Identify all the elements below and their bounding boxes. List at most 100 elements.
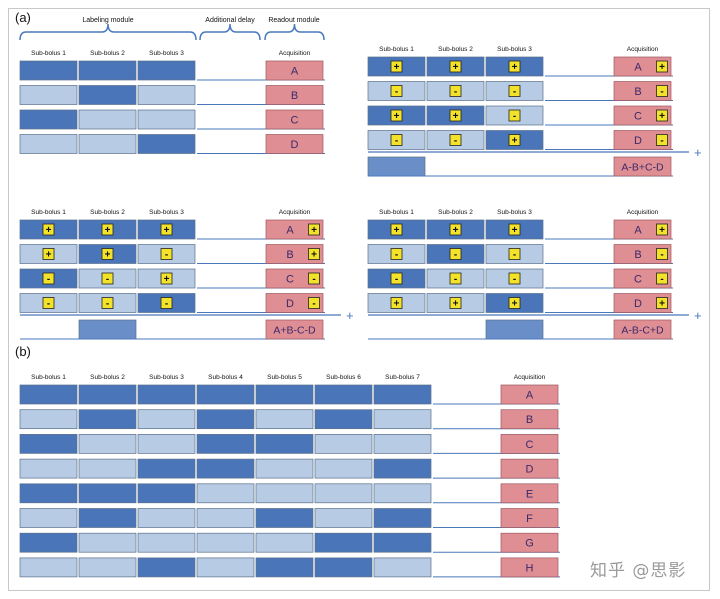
- q4-cell-sign: +: [512, 299, 518, 310]
- b-sub-bolus-cell: [78, 458, 137, 479]
- q4-sub-bolus-header: Sub-bolus 2: [438, 209, 473, 216]
- q3-cell-sign: -: [47, 274, 50, 285]
- q1-acquisition-cell: [265, 60, 324, 81]
- q1-sub-bolus-cell: [78, 85, 137, 105]
- b-sub-bolus-cell: [137, 434, 196, 454]
- q4-cell-box: [508, 297, 521, 309]
- b-sub-bolus-header: Sub-bolus 2: [90, 374, 125, 381]
- q3-cell-sign: +: [105, 250, 111, 261]
- q3-cell-box: [160, 272, 173, 285]
- q2-cell-box: [508, 109, 521, 122]
- q3-acq-sign: -: [312, 299, 315, 310]
- b-sub-bolus-cell: [373, 409, 432, 430]
- q3-acq-box: [308, 248, 320, 260]
- b-sub-bolus-cell: [78, 508, 137, 528]
- b-sub-bolus-cell: [196, 557, 255, 578]
- q4-cell-sign: +: [394, 225, 400, 236]
- q2-acquisition-letter: C: [634, 111, 642, 123]
- q2-acquisition-letter: D: [634, 135, 642, 147]
- q3-acquisition-letter: D: [286, 298, 294, 310]
- b-acquisition-letter: C: [526, 439, 534, 451]
- b-acquisition-letter: E: [526, 488, 533, 500]
- q3-cell-sign: +: [46, 225, 52, 236]
- b-sub-bolus-cell: [314, 409, 373, 430]
- q2-acq-box: [656, 60, 668, 73]
- b-sub-bolus-cell: [255, 409, 314, 430]
- q2-cell-sign: +: [512, 136, 518, 147]
- q4-combo-cell: [485, 319, 544, 340]
- q2-combo-cell: [367, 156, 426, 177]
- q4-acq-sign: +: [659, 299, 665, 310]
- q2-cell-sign: -: [454, 136, 457, 147]
- b-sub-bolus-cell: [373, 557, 432, 578]
- q2-sub-bolus-header: Sub-bolus 2: [438, 46, 473, 53]
- q3-acq-box: [308, 223, 320, 236]
- q2-cell-sign: -: [395, 136, 398, 147]
- labeling-module-brace: [19, 23, 197, 41]
- b-sub-bolus-cell: [137, 532, 196, 553]
- watermark: 知乎 @思影: [590, 561, 687, 581]
- q3-combo-cell: [78, 319, 137, 340]
- b-sub-bolus-header: Sub-bolus 7: [385, 374, 420, 381]
- b-sub-bolus-cell: [314, 483, 373, 504]
- q1-sub-bolus-header: Sub-bolus 1: [31, 50, 66, 57]
- q3-acquisition-header: Acquisition: [279, 209, 311, 216]
- q3-cell-sign: +: [164, 225, 170, 236]
- q1-sub-bolus-cell: [137, 85, 196, 105]
- q3-acquisition-letter: A: [286, 225, 294, 237]
- b-sub-bolus-cell: [196, 458, 255, 479]
- q2-cell-box: [449, 60, 462, 73]
- q4-cell-box: [449, 223, 462, 236]
- b-sub-bolus-cell: [373, 532, 432, 553]
- q4-acq-box: [656, 272, 668, 285]
- q3-cell-sign: -: [106, 274, 109, 285]
- q2-acq-box: [656, 134, 668, 146]
- b-sub-bolus-cell: [19, 409, 78, 430]
- q4-acq-box: [656, 297, 668, 309]
- q3-cell-box: [101, 297, 114, 309]
- q2-cell-box: [390, 60, 403, 73]
- b-sub-bolus-cell: [314, 508, 373, 528]
- q1-sub-bolus-header: Sub-bolus 2: [90, 50, 125, 57]
- q4-cell-box: [508, 223, 521, 236]
- q1-sub-bolus-cell: [78, 109, 137, 130]
- q1-acquisition-letter: C: [291, 115, 299, 127]
- q2-cell-sign: -: [454, 87, 457, 98]
- q1-sub-bolus-header: Sub-bolus 3: [149, 50, 184, 57]
- b-sub-bolus-cell: [19, 384, 78, 405]
- b-acquisition-cell: [500, 409, 559, 430]
- q3-acq-sign: -: [312, 274, 315, 285]
- q1-acquisition-letter: D: [291, 139, 299, 151]
- b-sub-bolus-cell: [78, 483, 137, 504]
- q3-cell-box: [42, 272, 55, 285]
- b-sub-bolus-cell: [373, 384, 432, 405]
- b-sub-bolus-header: Sub-bolus 1: [31, 374, 66, 381]
- q3-cell-sign: -: [165, 250, 168, 261]
- b-sub-bolus-cell: [373, 458, 432, 479]
- b-sub-bolus-cell: [255, 557, 314, 578]
- q2-cell-sign: -: [513, 87, 516, 98]
- q2-sub-bolus-header: Sub-bolus 3: [497, 46, 532, 53]
- b-sub-bolus-cell: [137, 458, 196, 479]
- b-sub-bolus-cell: [196, 409, 255, 430]
- q4-cell-sign: +: [512, 225, 518, 236]
- q4-cell-box: [449, 297, 462, 309]
- q4-cell-box: [390, 297, 403, 309]
- q1-acquisition-cell: [265, 85, 324, 105]
- q3-cell-box: [160, 297, 173, 309]
- b-acquisition-cell: [500, 557, 559, 578]
- b-sub-bolus-header: Sub-bolus 3: [149, 374, 184, 381]
- q2-plus-sign: +: [694, 145, 702, 160]
- b-sub-bolus-cell: [314, 458, 373, 479]
- b-sub-bolus-cell: [78, 532, 137, 553]
- q2-cell-box: [508, 134, 521, 146]
- q2-sub-bolus-header: Sub-bolus 1: [379, 46, 414, 53]
- q3-cell-sign: +: [164, 274, 170, 285]
- q4-acq-box: [656, 248, 668, 260]
- b-acquisition-cell: [500, 532, 559, 553]
- q2-acquisition-letter: B: [634, 86, 641, 98]
- b-sub-bolus-cell: [314, 532, 373, 553]
- q4-acq-sign: -: [660, 250, 663, 261]
- q3-acq-box: [308, 297, 320, 309]
- q2-cell-box: [390, 85, 403, 97]
